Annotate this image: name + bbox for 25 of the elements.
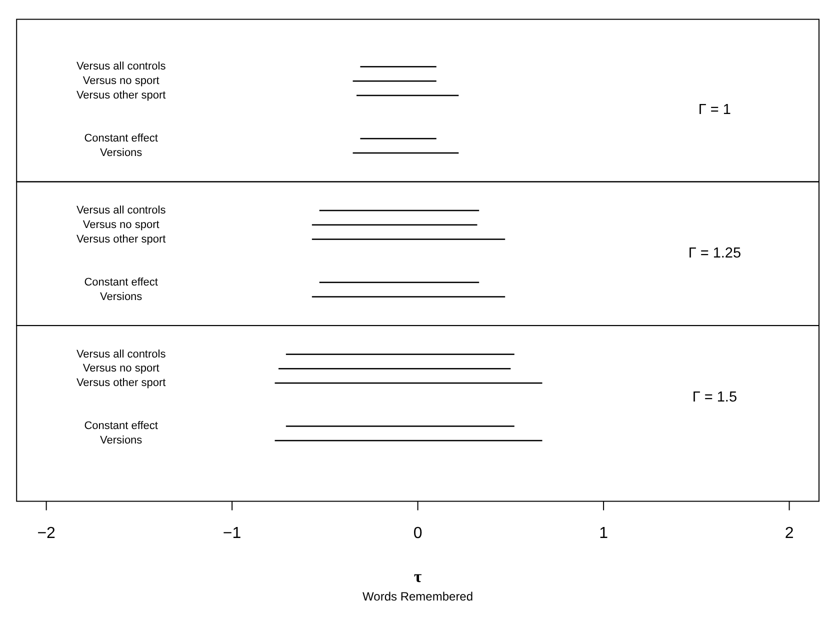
y-tick-label: Versus no sport (82, 362, 160, 375)
y-tick-label: Versus no sport (82, 218, 160, 231)
y-tick-label: Versions (100, 434, 143, 447)
x-tick-label: −1 (222, 524, 242, 542)
y-tick-label: Versus other sport (76, 89, 166, 102)
annotation: Γ = 1.25 (688, 246, 742, 262)
y-tick-label: Versus all controls (76, 204, 166, 216)
y-tick-label: Constant effect (84, 420, 158, 432)
y-tick-label: Versus all controls (76, 60, 166, 73)
y-tick-label: Versus other sport (76, 377, 166, 390)
y-tick-label: Versus no sport (82, 75, 160, 88)
annotation: Γ = 1 (698, 102, 731, 118)
x-tick-label: 0 (413, 524, 422, 542)
y-tick-label: Versus other sport (76, 233, 166, 246)
x-axis-title: τ (414, 566, 422, 586)
y-tick-label: Constant effect (84, 276, 158, 288)
x-tick-label: −2 (37, 524, 56, 542)
x-tick-label: 2 (784, 524, 794, 542)
x-tick-label: 1 (599, 524, 608, 542)
text: Words Remembered (362, 589, 474, 604)
y-tick-label: Constant effect (84, 132, 158, 145)
y-tick-label: Versus all controls (76, 348, 166, 360)
annotation: Γ = 1.5 (692, 389, 738, 406)
y-tick-label: Versions (100, 290, 143, 303)
y-tick-label: Versions (100, 146, 143, 159)
